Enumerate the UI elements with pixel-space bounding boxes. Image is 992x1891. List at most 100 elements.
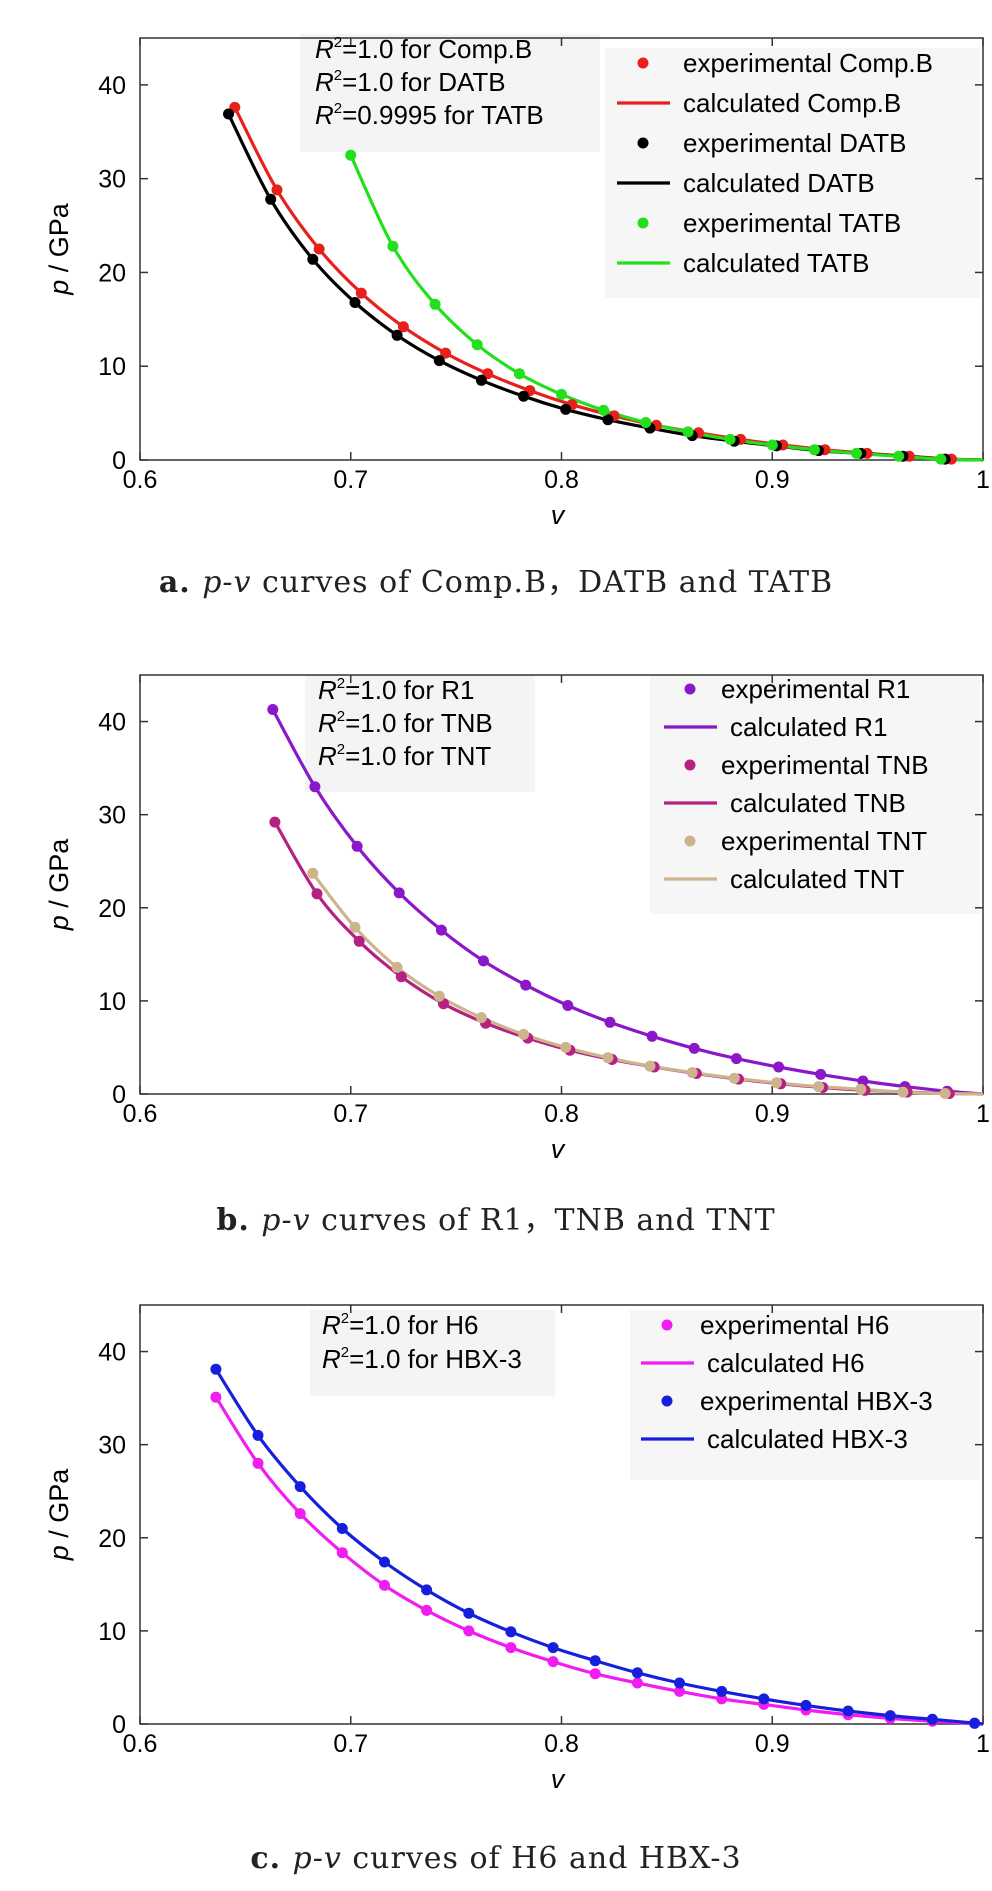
data-point-r1 xyxy=(309,781,321,793)
r-squared-annotation: R2=1.0 for R1 xyxy=(318,675,474,705)
data-point-tatb xyxy=(935,453,947,465)
data-point-hbx-3 xyxy=(716,1685,728,1697)
x-tick-label: 1 xyxy=(976,1100,990,1128)
data-point-hbx-3 xyxy=(547,1642,559,1654)
y-tick-label: 10 xyxy=(98,988,126,1016)
y-tick-label: 10 xyxy=(98,353,126,381)
data-point-r1 xyxy=(773,1061,785,1073)
data-point-tnt xyxy=(771,1077,782,1089)
legend-marker xyxy=(684,683,696,695)
x-tick-label: 0.6 xyxy=(123,1730,158,1758)
x-tick-label: 1 xyxy=(976,466,990,494)
r-squared-annotation: R2=1.0 for HBX-3 xyxy=(322,1344,522,1374)
data-point-tnb xyxy=(395,971,407,983)
data-point-h6 xyxy=(505,1642,517,1654)
data-point-comp-b xyxy=(440,347,452,359)
data-point-tnb xyxy=(353,935,365,947)
annotation-box xyxy=(310,1310,555,1396)
legend-entry-calculated: calculated H6 xyxy=(707,1348,865,1378)
data-point-tnt xyxy=(644,1060,656,1072)
data-point-r1 xyxy=(267,704,279,715)
x-axis-title: v xyxy=(551,1134,566,1164)
legend-entry-calculated: calculated TNT xyxy=(730,864,904,894)
data-point-r1 xyxy=(604,1016,616,1028)
y-axis-title: p / GPa xyxy=(44,1468,74,1562)
y-tick-label: 10 xyxy=(98,1618,126,1646)
data-point-tnt xyxy=(433,990,445,1002)
data-point-tatb xyxy=(808,444,820,456)
data-point-tatb xyxy=(598,404,610,416)
y-tick-label: 0 xyxy=(112,447,126,475)
data-point-hbx-3 xyxy=(294,1481,306,1493)
data-point-h6 xyxy=(421,1604,433,1616)
data-point-hbx-3 xyxy=(252,1429,264,1441)
data-point-tnt xyxy=(307,867,319,879)
legend-entry-calculated: calculated HBX-3 xyxy=(707,1424,908,1454)
x-tick-label: 0.8 xyxy=(544,1100,579,1128)
y-axis-title: p / GPa xyxy=(44,838,74,932)
data-point-r1 xyxy=(520,979,532,991)
legend-entry-experimental: experimental R1 xyxy=(721,674,910,704)
data-point-tnt xyxy=(391,961,403,973)
data-point-r1 xyxy=(688,1042,700,1054)
data-point-comp-b xyxy=(397,321,409,333)
data-point-tnb xyxy=(269,816,281,828)
y-tick-label: 40 xyxy=(98,1339,126,1367)
data-point-hbx-3 xyxy=(463,1607,475,1619)
x-tick-label: 0.7 xyxy=(333,1730,368,1758)
x-tick-label: 0.9 xyxy=(755,466,790,494)
legend-entry-experimental: experimental TNT xyxy=(721,826,927,856)
x-axis-title: v xyxy=(551,1764,566,1794)
data-point-datb xyxy=(433,355,445,367)
data-point-datb xyxy=(349,297,361,308)
x-tick-label: 0.6 xyxy=(123,466,158,494)
data-point-h6 xyxy=(463,1625,475,1637)
data-point-tnb xyxy=(311,888,323,900)
data-point-h6 xyxy=(210,1391,222,1403)
annotation-box xyxy=(305,674,535,792)
r-squared-annotation: R2=1.0 for DATB xyxy=(315,67,506,97)
x-axis-title: v xyxy=(551,500,566,530)
y-tick-label: 0 xyxy=(112,1711,126,1739)
y-tick-label: 30 xyxy=(98,802,126,830)
data-point-datb xyxy=(391,329,403,341)
data-point-r1 xyxy=(646,1030,658,1042)
legend-box xyxy=(630,1310,980,1480)
y-tick-label: 20 xyxy=(98,259,126,287)
y-tick-label: 30 xyxy=(98,166,126,194)
legend-marker xyxy=(684,835,696,847)
data-point-tatb xyxy=(893,450,905,462)
data-point-datb xyxy=(223,108,234,120)
x-tick-label: 0.7 xyxy=(333,1100,368,1128)
r-squared-annotation: R2=1.0 for TNB xyxy=(318,708,493,738)
data-point-r1 xyxy=(730,1053,742,1065)
data-point-datb xyxy=(265,193,277,205)
data-point-h6 xyxy=(631,1677,643,1689)
data-point-r1 xyxy=(478,955,489,967)
legend-entry-calculated: calculated DATB xyxy=(683,168,875,198)
data-point-r1 xyxy=(351,840,363,852)
data-point-hbx-3 xyxy=(379,1556,390,1568)
y-tick-label: 30 xyxy=(98,1432,126,1460)
data-point-hbx-3 xyxy=(884,1710,896,1722)
data-point-tnt xyxy=(728,1072,740,1084)
legend-entry-experimental: experimental TATB xyxy=(683,208,901,238)
x-tick-label: 0.9 xyxy=(755,1100,790,1128)
data-point-hbx-3 xyxy=(800,1699,812,1711)
legend-entry-calculated: calculated TATB xyxy=(683,248,869,278)
r-squared-annotation: R2=1.0 for Comp.B xyxy=(315,34,532,64)
legend-entry-calculated: calculated TNB xyxy=(730,788,906,818)
x-tick-label: 0.8 xyxy=(544,1730,579,1758)
legend-entry-experimental: experimental DATB xyxy=(683,128,907,158)
data-point-tatb xyxy=(851,447,862,459)
chart-panel-b: 0.6 0.7 0.8 0.9 1 0 10 20 30 40 v p / GPa R2=1.0 for… xyxy=(0,636,992,1256)
legend-box xyxy=(650,674,980,914)
legend-marker xyxy=(637,57,649,69)
data-point-h6 xyxy=(294,1508,306,1520)
data-point-r1 xyxy=(393,887,405,899)
annotation-box xyxy=(300,34,600,152)
data-point-datb xyxy=(475,374,487,386)
